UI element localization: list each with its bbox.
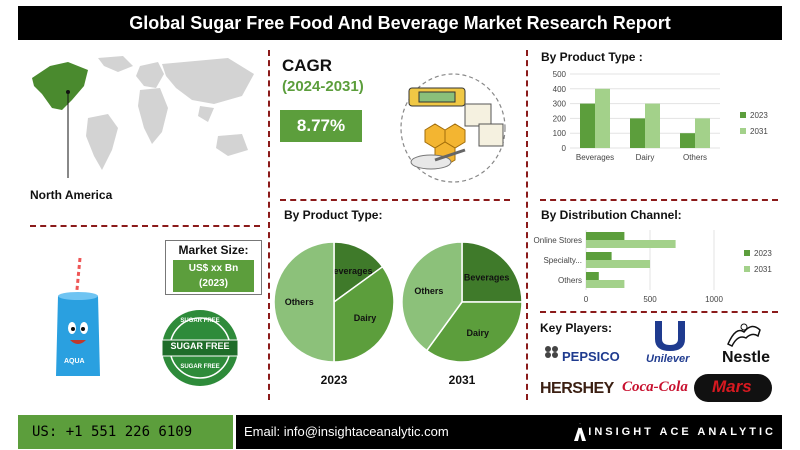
product-type-pies-title: By Product Type: (284, 208, 383, 222)
slice-label: Dairy (354, 313, 377, 323)
y-tick-label: 200 (553, 114, 567, 123)
y-tick-label: 300 (553, 100, 567, 109)
bar (586, 272, 599, 280)
cagr-title: CAGR (282, 56, 333, 75)
bar (586, 260, 650, 268)
pie-slice (401, 241, 463, 352)
slice-label: Beverages (464, 272, 510, 282)
product-type-bars-title: By Product Type : (541, 50, 643, 64)
bar (630, 118, 645, 148)
market-size-value: US$ xx Bn (2023) (173, 260, 254, 292)
bar (695, 118, 710, 148)
legend-label: 2023 (754, 249, 772, 258)
x-tick-label: 0 (584, 295, 589, 304)
x-tick-label: Beverages (576, 153, 614, 162)
distribution-bar-chart: 0 500 1000 Online Stores Specialty... Others 2… (534, 230, 772, 304)
unilever-icon (655, 321, 685, 351)
pie-slice (333, 241, 384, 304)
pie-year-label: 2031 (449, 373, 476, 387)
distribution-title: By Distribution Channel: (541, 208, 682, 222)
sugar-free-food-illustration (400, 73, 506, 183)
world-map (32, 56, 254, 178)
logo-nestle: Nestle (722, 349, 771, 366)
divider-vertical-1 (268, 50, 270, 400)
pepsico-icon (545, 346, 558, 358)
slice-label: Dairy (467, 328, 490, 338)
region-label: North America (30, 188, 113, 202)
nestle-icon (727, 323, 761, 348)
badge-center-text: SUGAR FREE (170, 341, 230, 351)
bar (586, 252, 612, 260)
mars-logo-background (694, 374, 772, 402)
pie-year-label: 2023 (321, 373, 348, 387)
pie-slice (461, 241, 522, 303)
slice-label: Others (285, 297, 314, 307)
legend-swatch (740, 128, 746, 134)
sugar-free-can-illustration (56, 257, 100, 376)
bar (586, 232, 625, 240)
market-size-year: (2023) (199, 278, 228, 289)
insightace-logo-icon (574, 423, 586, 441)
slice-label: Others (414, 286, 443, 296)
footer-phone[interactable]: US: +1 551 226 6109 (18, 415, 233, 449)
y-tick-label: 400 (553, 85, 567, 94)
y-tick-label: Others (558, 276, 582, 285)
bar (586, 240, 676, 248)
legend-label: 2031 (754, 265, 772, 274)
x-tick-label: 1000 (705, 295, 723, 304)
logo-mars: Mars (712, 377, 752, 396)
footer-bar: Email: info@insightaceanalytic.com INSIG… (236, 415, 782, 449)
market-size-box: Market Size: US$ xx Bn (2023) (165, 240, 262, 295)
y-tick-label: 100 (553, 129, 567, 138)
badge-bottom-text: SUGAR FREE (180, 364, 220, 370)
logo-pepsico: PEPSICO (562, 349, 620, 364)
legend-label: 2023 (750, 111, 768, 120)
pie-slice (333, 265, 395, 363)
legend-swatch (744, 250, 750, 256)
divider-vertical-2 (526, 50, 528, 400)
sugar-free-badge (161, 310, 239, 386)
bar (680, 133, 695, 148)
logo-coca-cola: Coca-Cola (622, 379, 688, 395)
legend-swatch (740, 112, 746, 118)
legend-swatch (744, 266, 750, 272)
badge-top-text: SUGAR FREE (180, 318, 220, 324)
footer-brand: INSIGHT ACE ANALYTIC (588, 426, 776, 438)
divider-right-top (540, 199, 778, 201)
logo-hershey: HERSHEY (540, 380, 614, 397)
divider-right-bottom (540, 311, 778, 313)
y-tick-label: Specialty... (543, 256, 582, 265)
pie-slice (425, 301, 522, 363)
logo-unilever: Unilever (646, 353, 690, 365)
divider-left (30, 225, 260, 227)
x-tick-label: Others (683, 153, 707, 162)
north-america-highlight (32, 62, 88, 110)
divider-middle (280, 199, 510, 201)
product-type-bar-chart: 0 100 200 300 400 500 Beverages Dairy Others 2023… (553, 70, 769, 162)
bar (645, 103, 660, 148)
x-tick-label: 500 (643, 295, 657, 304)
slice-label: Beverages (327, 266, 373, 276)
market-size-amount: US$ xx Bn (188, 263, 239, 274)
cagr-period: (2024-2031) (282, 78, 364, 95)
bar (595, 88, 610, 148)
y-tick-label: 500 (553, 70, 567, 79)
bar (586, 280, 625, 288)
legend-label: 2031 (750, 127, 768, 136)
footer-email[interactable]: Email: info@insightaceanalytic.com (244, 424, 449, 439)
cagr-value: 8.77% (280, 110, 362, 142)
key-players-title: Key Players: (540, 321, 613, 335)
y-tick-label: Online Stores (534, 236, 582, 245)
can-label: AQUA (64, 358, 85, 365)
pie-slice (273, 241, 335, 363)
product-type-pie-charts: Beverages Dairy Others 2023 Beverages Dairy Ot… (273, 241, 522, 387)
report-title: Global Sugar Free Food And Beverage Mark… (18, 6, 782, 40)
bar (580, 103, 595, 148)
y-tick-label: 0 (562, 144, 567, 153)
market-size-title: Market Size: (178, 243, 249, 257)
x-tick-label: Dairy (636, 153, 655, 162)
